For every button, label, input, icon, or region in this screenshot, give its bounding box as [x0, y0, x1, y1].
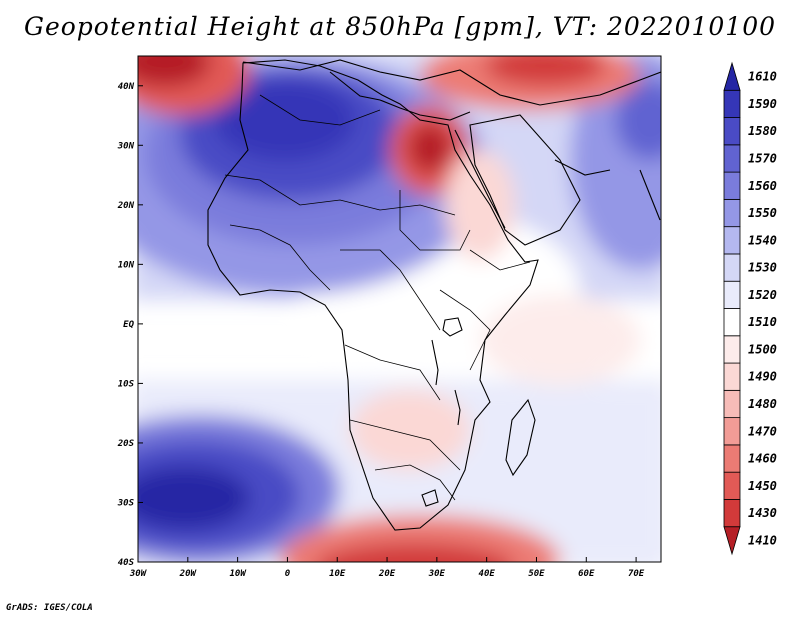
y-tick-label: 40S — [118, 558, 135, 568]
x-axis: 30W 20W 10W 0 10E 20E 30E 40E 50E 60E 70E — [129, 557, 645, 579]
y-axis: 40S 30S 20S 10S EQ 10N 20N 30N 40N — [117, 82, 143, 568]
colorbar-swatch — [723, 417, 741, 446]
colorbar: 1410 1430 1450 1460 1470 1480 1490 1500 1510 1520… — [723, 61, 777, 556]
colorbar-label: 1490 — [748, 370, 777, 384]
colorbar-swatch — [723, 253, 741, 282]
lake-tanganyika — [431, 339, 439, 386]
colorbar-swatch — [723, 171, 741, 200]
colorbar-swatch — [723, 61, 741, 91]
x-tick-label: 30E — [428, 569, 446, 579]
colorbar-label: 1520 — [748, 288, 777, 302]
colorbar-swatch — [723, 499, 741, 528]
x-tick-label: 40E — [479, 569, 496, 579]
lake-malawi — [454, 389, 461, 426]
plot-frame — [137, 55, 662, 563]
border-horn — [469, 249, 531, 271]
colorbar-swatch — [723, 198, 741, 228]
x-tick-label: 10E — [329, 569, 346, 579]
border-south — [349, 419, 461, 471]
y-tick-label: 30S — [117, 498, 135, 508]
lesotho-border — [421, 489, 439, 507]
y-tick-label: 20N — [117, 201, 135, 211]
madagascar-coastline — [505, 398, 536, 477]
height-field — [138, 56, 661, 562]
colorbar-label: 1570 — [748, 151, 777, 165]
colorbar-label: 1460 — [748, 452, 777, 466]
border-westafrica — [229, 224, 331, 291]
y-tick-label: EQ — [123, 320, 134, 330]
india-coastline — [639, 169, 661, 221]
colorbar-label: 1410 — [748, 533, 777, 547]
x-tick-label: 10W — [229, 569, 247, 579]
lake-victoria — [442, 317, 463, 337]
y-tick-label: 10N — [118, 260, 135, 270]
colorbar-swatch — [723, 89, 741, 118]
colorbar-label: 1590 — [748, 97, 777, 111]
colorbar-swatch — [723, 144, 741, 173]
colorbar-swatch — [723, 389, 741, 419]
colorbar-label: 1540 — [748, 233, 777, 247]
chart-title: Geopotential Height at 850hPa [gpm], VT:… — [23, 12, 777, 41]
colorbar-label: 1450 — [748, 479, 777, 493]
colorbar-swatch — [723, 226, 741, 255]
x-tick-label: 20W — [179, 569, 198, 579]
africa-coastline — [207, 59, 539, 531]
colorbar-label: 1610 — [748, 70, 777, 84]
red-sea — [454, 129, 506, 229]
colorbar-swatch — [723, 362, 741, 391]
footer-credit: GrADS: IGES/COLA — [6, 603, 93, 613]
colorbar-swatch — [723, 280, 741, 309]
x-tick-label: 30W — [129, 569, 148, 579]
x-tick-label: 20E — [378, 569, 396, 579]
colorbar-label: 1550 — [748, 206, 777, 220]
colorbar-swatch — [723, 526, 741, 556]
y-tick-label: 30N — [117, 141, 135, 151]
colorbar-label: 1470 — [748, 424, 777, 438]
europe-coastline — [242, 59, 661, 106]
colorbar-swatch — [723, 308, 741, 337]
arabia-coastline — [469, 114, 581, 246]
border-southafrica — [374, 464, 456, 501]
x-tick-label: 60E — [578, 569, 595, 579]
border-sahel — [224, 174, 456, 216]
colorbar-label: 1480 — [748, 397, 777, 411]
x-tick-label: 50E — [528, 569, 545, 579]
y-tick-label: 20S — [117, 439, 135, 449]
x-tick-label: 0 — [285, 569, 291, 579]
colorbar-swatch — [723, 335, 741, 364]
y-tick-label: 10S — [118, 379, 135, 389]
mediterranean-coastline — [329, 71, 471, 121]
colorbar-label: 1510 — [748, 315, 777, 329]
colorbar-label: 1500 — [748, 342, 777, 356]
colorbar-label: 1530 — [748, 261, 777, 275]
border-eastafrica — [439, 289, 491, 371]
border-congo — [344, 344, 441, 401]
colorbar-label: 1430 — [748, 506, 777, 520]
colorbar-label: 1560 — [748, 179, 777, 193]
coastlines — [207, 59, 661, 531]
colorbar-swatch — [723, 471, 741, 500]
x-tick-label: 70E — [628, 569, 645, 579]
colorbar-swatch — [723, 117, 741, 146]
gulf-coast — [554, 159, 611, 176]
border-sudan — [399, 190, 471, 251]
colorbar-swatch — [723, 444, 741, 473]
border-maghreb — [259, 94, 381, 126]
y-tick-label: 40N — [118, 82, 135, 92]
border-central — [340, 249, 441, 331]
colorbar-label: 1580 — [748, 124, 777, 138]
